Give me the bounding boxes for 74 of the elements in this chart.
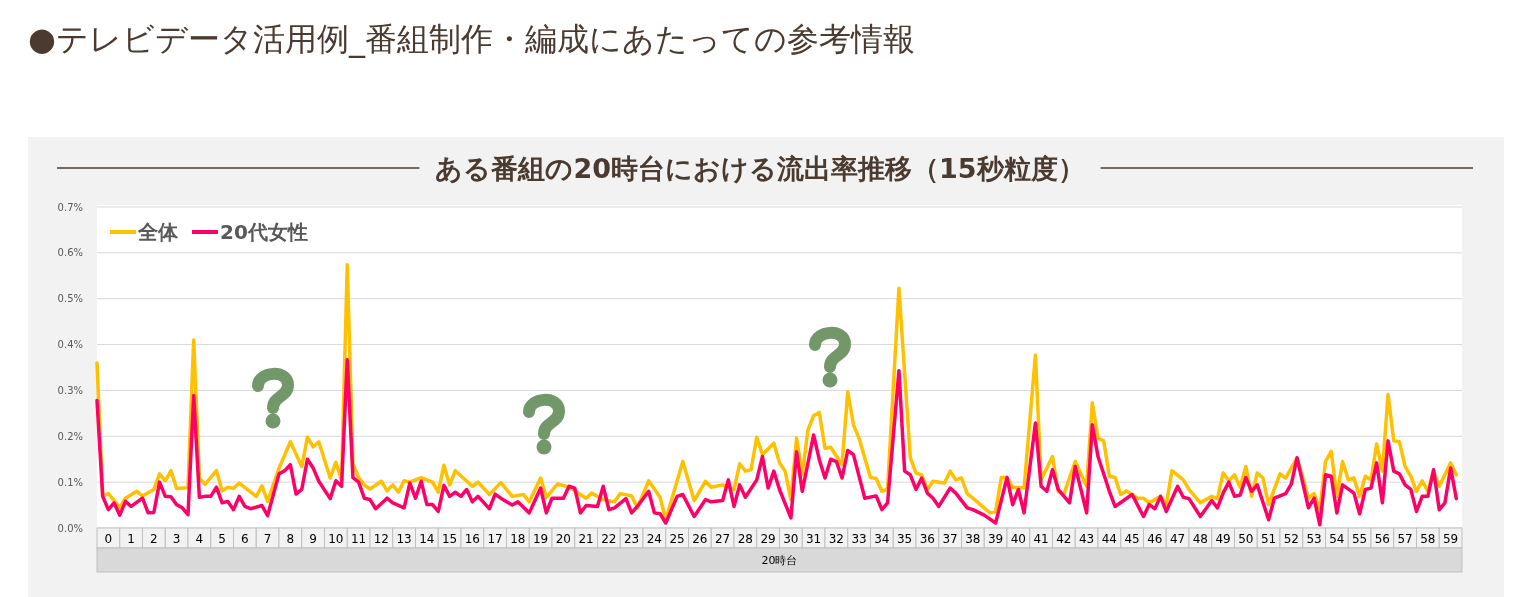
x-tick-label: 46 (1147, 531, 1163, 546)
x-tick-label: 9 (309, 531, 317, 546)
x-tick-label: 22 (601, 531, 617, 546)
x-tick-label: 28 (737, 531, 754, 546)
x-tick-label: 43 (1078, 531, 1095, 546)
x-tick-label: 55 (1351, 531, 1368, 546)
chart-title: ●テレビデータ活用例_番組制作・編成にあたっての参考情報 (28, 20, 915, 58)
y-tick-label: 0.4% (57, 339, 83, 351)
x-tick-label: 2 (150, 531, 158, 546)
x-tick-label: 8 (286, 531, 295, 546)
x-tick-label: 52 (1283, 531, 1300, 546)
y-tick-label: 0.6% (57, 247, 83, 259)
x-tick-label: 44 (1101, 531, 1118, 546)
x-tick-label: 37 (942, 531, 958, 546)
x-tick-label: 5 (218, 531, 226, 546)
x-tick-label: 25 (669, 531, 685, 546)
y-tick-label: 0.5% (57, 293, 83, 305)
x-tick-label: 13 (396, 531, 412, 546)
x-tick-label: 19 (532, 531, 549, 546)
y-tick-label: 0.1% (57, 476, 83, 488)
x-tick-label: 12 (373, 531, 390, 546)
x-tick-label: 58 (1420, 531, 1436, 546)
legend-label: 全体 (137, 220, 179, 244)
chart-subtitle: ある番組の20時台における流出率推移（15秒粒度） (435, 152, 1085, 184)
x-tick-label: 23 (623, 531, 640, 546)
x-tick-label: 30 (783, 531, 799, 546)
x-tick-label: 32 (828, 531, 845, 546)
y-tick-label: 0.2% (57, 430, 83, 442)
x-tick-label: 29 (760, 531, 776, 546)
y-tick-label: 0.7% (57, 201, 83, 213)
y-tick-label: 0.3% (57, 384, 83, 396)
x-tick-label: 7 (263, 531, 272, 546)
x-tick-label: 51 (1260, 531, 1277, 546)
x-tick-label: 53 (1306, 531, 1322, 546)
x-tick-label: 1 (127, 531, 135, 546)
x-tick-label: 41 (1033, 531, 1049, 546)
x-tick-label: 42 (1056, 531, 1072, 546)
x-tick-label: 18 (510, 531, 526, 546)
x-tick-label: 4 (195, 531, 204, 546)
x-tick-label: 24 (646, 531, 663, 546)
x-tick-label: 6 (241, 531, 249, 546)
x-tick-label: 36 (919, 531, 936, 546)
x-tick-label: 21 (578, 531, 594, 546)
x-tick-label: 45 (1124, 531, 1140, 546)
x-tick-label: 40 (1010, 531, 1027, 546)
x-tick-label: 11 (350, 531, 367, 546)
x-tick-label: 34 (874, 531, 890, 546)
x-tick-label: 33 (851, 531, 867, 546)
x-tick-label: 50 (1238, 531, 1254, 546)
x-tick-label: 0 (104, 531, 113, 546)
x-tick-label: 17 (487, 531, 503, 546)
x-tick-label: 59 (1442, 531, 1459, 546)
x-tick-label: 54 (1329, 531, 1345, 546)
y-tick-label: 0.0% (57, 522, 83, 534)
x-tick-label: 57 (1397, 531, 1413, 546)
x-tick-label: 16 (464, 531, 481, 546)
x-tick-label: 47 (1169, 531, 1186, 546)
x-tick-label: 39 (987, 531, 1004, 546)
x-tick-label: 38 (965, 531, 981, 546)
x-tick-label: 26 (692, 531, 708, 546)
x-tick-label: 49 (1215, 531, 1231, 546)
x-tick-label: 3 (172, 531, 181, 546)
line-series (95, 357, 1459, 527)
x-tick-label: 56 (1374, 531, 1391, 546)
x-tick-label: 10 (328, 531, 344, 546)
x-tick-label: 20 (555, 531, 572, 546)
x-tick-label: 35 (896, 531, 913, 546)
x-axis-title: 20時台 (761, 554, 798, 567)
x-tick-label: 15 (441, 531, 458, 546)
x-tick-label: 48 (1192, 531, 1209, 546)
x-tick-label: 31 (805, 531, 822, 546)
legend-label: 20代女性 (220, 220, 308, 244)
x-tick-label: 14 (419, 531, 435, 546)
x-tick-label: 27 (714, 531, 731, 546)
